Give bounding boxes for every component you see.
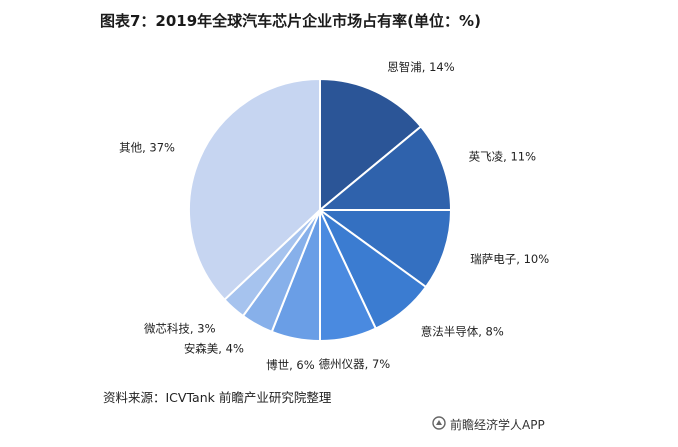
slice-label: 博世, 6%: [266, 358, 315, 372]
pie-slice: [188, 77, 321, 302]
slice-label: 意法半导体, 8%: [421, 325, 504, 339]
slice-label: 其他, 37%: [119, 140, 175, 154]
credit-line: 前瞻经济学人APP: [432, 416, 545, 433]
pie-slice: [316, 209, 453, 289]
source-note: 资料来源：ICVTank 前瞻产业研究院整理: [103, 390, 332, 405]
pie-slices: [188, 77, 453, 343]
pie-slice: [319, 77, 423, 213]
credit-text: 前瞻经济学人APP: [450, 418, 545, 432]
chart-title: 图表7：2019年全球汽车芯片企业市场占有率(单位：%): [100, 12, 481, 30]
pie-labels: 恩智浦, 14% 英飞凌, 11% 瑞萨电子, 10% 意法半导体, 8% 德州仪器, …: [119, 60, 549, 372]
pie-slice: [317, 125, 453, 211]
slice-label: 微芯科技, 3%: [144, 322, 216, 336]
slice-label: 瑞萨电子, 10%: [470, 252, 549, 266]
logo-icon: [432, 416, 446, 433]
slice-label: 恩智浦, 14%: [387, 60, 454, 74]
slice-label: 英飞凌, 11%: [469, 149, 536, 163]
slice-label: 安森美, 4%: [184, 341, 244, 355]
slice-label: 德州仪器, 7%: [319, 357, 391, 371]
